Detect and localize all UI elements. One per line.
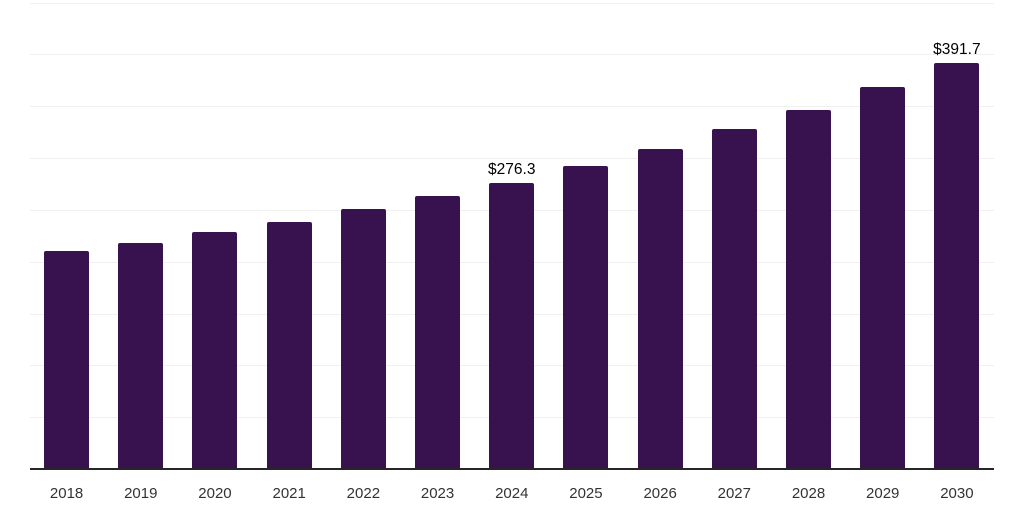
gridline-450: [29, 2, 994, 4]
bar-2021: [266, 221, 312, 468]
x-tick-label-2018: 2018: [49, 485, 84, 502]
gridline-400: [29, 54, 994, 56]
x-tick-label-2028: 2028: [791, 485, 826, 502]
gridline-300: [29, 158, 994, 159]
x-tick-label-2024: 2024: [495, 485, 529, 502]
bar-2028: [786, 110, 832, 468]
x-tick-label-2021: 2021: [272, 485, 306, 502]
x-tick-label-2029: 2029: [866, 485, 900, 502]
x-tick-label-2025: 2025: [569, 485, 603, 502]
x-tick-label-2023: 2023: [420, 485, 455, 502]
bar-2029: [860, 87, 906, 468]
bar-2022: [340, 209, 386, 468]
bar-2024: [489, 182, 535, 468]
bar-2025: [563, 166, 609, 468]
x-tick-label-2027: 2027: [717, 485, 751, 502]
value-label-2030: $391.7: [933, 41, 981, 59]
value-label-2024: $276.3: [488, 161, 536, 179]
bar-2020: [192, 232, 238, 468]
x-axis-line: [29, 468, 994, 470]
bar-2030: [934, 62, 980, 468]
bar-2019: [118, 243, 164, 468]
x-tick-label-2020: 2020: [198, 485, 232, 502]
gridline-350: [29, 106, 994, 108]
x-tick-label-2030: 2030: [940, 485, 974, 502]
bar-2026: [637, 148, 683, 468]
x-tick-label-2026: 2026: [643, 485, 677, 502]
x-tick-label-2019: 2019: [124, 485, 158, 502]
bar-2027: [711, 129, 757, 468]
x-tick-label-2022: 2022: [346, 485, 381, 502]
bar-2018: [44, 250, 90, 468]
bar-2023: [415, 195, 461, 468]
